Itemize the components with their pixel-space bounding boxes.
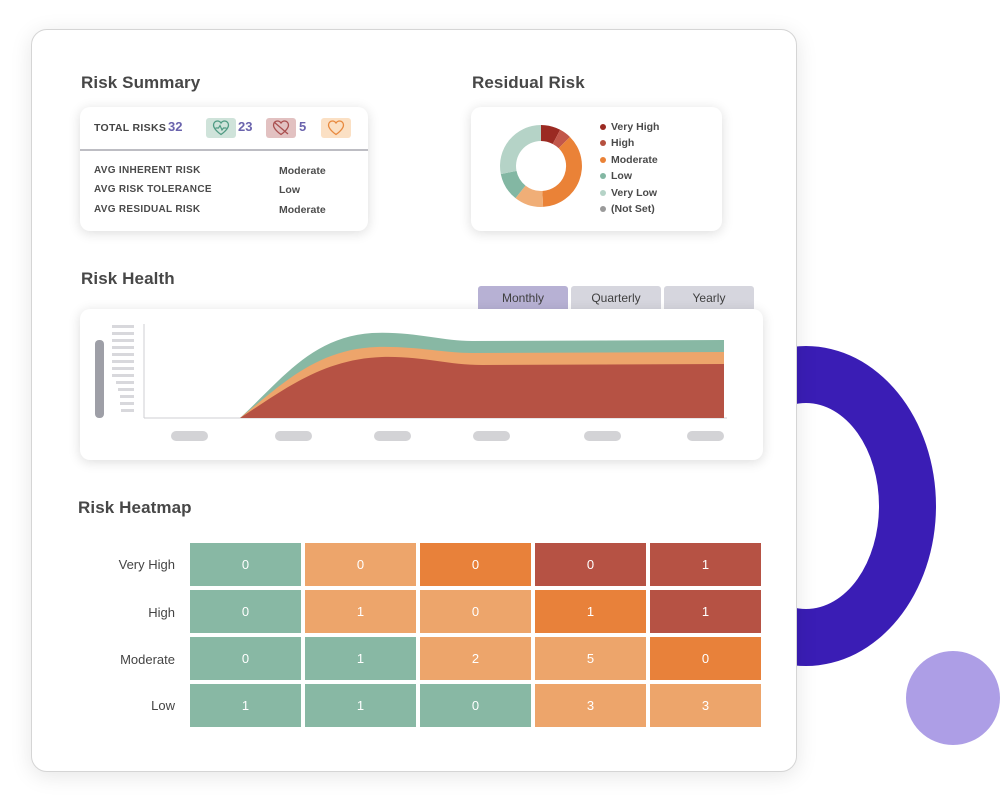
risk-health-title: Risk Health (81, 269, 175, 288)
heatmap-cell[interactable]: 0 (420, 543, 531, 586)
y-axis-scroll-indicator (95, 340, 104, 418)
tab-quarterly[interactable]: Quarterly (571, 286, 661, 309)
tab-yearly[interactable]: Yearly (664, 286, 754, 309)
heatmap-cell[interactable]: 0 (190, 590, 301, 633)
heatmap-cell[interactable]: 0 (535, 543, 646, 586)
legend-label: High (611, 137, 635, 149)
avg-residual-risk-label: AVG RESIDUAL RISK (94, 204, 201, 215)
y-tick (118, 388, 134, 391)
legend-low: Low (600, 170, 632, 182)
heatmap-cell[interactable]: 0 (190, 637, 301, 680)
tab-monthly[interactable]: Monthly (478, 286, 568, 309)
y-tick (112, 332, 134, 335)
heatmap-cell[interactable]: 1 (650, 543, 761, 586)
heatmap-cell[interactable]: 0 (650, 637, 761, 680)
heatmap-cell[interactable]: 1 (305, 684, 416, 727)
residual-risk-title: Residual Risk (472, 73, 585, 92)
legend-label: Moderate (611, 154, 658, 166)
x-tick (374, 431, 411, 441)
heatmap-cell[interactable]: 2 (420, 637, 531, 680)
heatmap-cell[interactable]: 1 (535, 590, 646, 633)
legend-label: Very High (611, 121, 660, 133)
risk-health-area-chart (143, 324, 727, 419)
decorative-dot (906, 651, 1000, 745)
legend-very-low: Very Low (600, 187, 658, 199)
heart-outline-icon (327, 120, 345, 136)
legend-label: (Not Set) (611, 203, 655, 215)
legend-label: Very Low (611, 187, 658, 199)
risk-summary-title: Risk Summary (81, 73, 201, 92)
legend-label: Low (611, 170, 632, 182)
y-tick (112, 353, 134, 356)
healthy-badge[interactable] (206, 118, 236, 138)
y-tick (112, 339, 134, 342)
legend-very-high: Very High (600, 121, 660, 133)
avg-residual-risk-value: Moderate (279, 204, 326, 216)
unset-badge[interactable] (321, 118, 351, 138)
legend-dot (600, 190, 606, 196)
y-tick (112, 360, 134, 363)
heatmap-row-label-high: High (148, 605, 175, 620)
y-tick (116, 381, 134, 384)
y-tick (112, 325, 134, 328)
legend-dot (600, 173, 606, 179)
legend-dot (600, 124, 606, 130)
heart-check-icon (212, 120, 230, 136)
unhealthy-badge[interactable] (266, 118, 296, 138)
heatmap-row-label-very-high: Very High (118, 557, 175, 572)
heatmap-cell[interactable]: 0 (420, 684, 531, 727)
area-high (240, 356, 724, 418)
avg-risk-tolerance-label: AVG RISK TOLERANCE (94, 184, 212, 195)
x-tick (584, 431, 621, 441)
x-tick (687, 431, 724, 441)
legend-high: High (600, 137, 635, 149)
legend-dot (600, 157, 606, 163)
y-tick (121, 409, 134, 412)
total-risks-value: 32 (168, 119, 183, 134)
risk-summary-card: TOTAL RISKS 32 23 5 AVG INHERENT RISK Mo… (80, 107, 368, 231)
unhealthy-count: 5 (299, 119, 307, 134)
heatmap-cell[interactable]: 1 (305, 637, 416, 680)
avg-risk-tolerance-value: Low (279, 184, 300, 196)
heatmap-cell[interactable]: 1 (650, 590, 761, 633)
heatmap-cell[interactable]: 5 (535, 637, 646, 680)
healthy-count: 23 (238, 119, 253, 134)
heatmap-row-label-moderate: Moderate (120, 652, 175, 667)
x-tick (275, 431, 312, 441)
heatmap-row-label-low: Low (151, 698, 175, 713)
residual-risk-donut (499, 125, 582, 207)
legend-dot (600, 140, 606, 146)
x-tick (171, 431, 208, 441)
heatmap-cell[interactable]: 3 (535, 684, 646, 727)
residual-risk-card: Very High High Moderate Low Very Low (No… (471, 107, 722, 231)
heatmap-cell[interactable]: 3 (650, 684, 761, 727)
y-tick (120, 395, 134, 398)
heatmap-cell[interactable]: 1 (190, 684, 301, 727)
y-tick (112, 374, 134, 377)
y-tick (112, 346, 134, 349)
avg-inherent-risk-label: AVG INHERENT RISK (94, 165, 201, 176)
avg-inherent-risk-value: Moderate (279, 165, 326, 177)
y-tick (120, 402, 134, 405)
risk-heatmap-title: Risk Heatmap (78, 498, 192, 517)
risk-health-card (80, 309, 763, 460)
heart-broken-icon (272, 120, 290, 136)
heatmap-cell[interactable]: 0 (190, 543, 301, 586)
y-tick (112, 367, 134, 370)
total-risks-label: TOTAL RISKS (94, 122, 167, 134)
total-risks-bar: TOTAL RISKS 32 23 5 (80, 107, 368, 151)
x-tick (473, 431, 510, 441)
heatmap-cell[interactable]: 0 (420, 590, 531, 633)
legend-moderate: Moderate (600, 154, 658, 166)
legend-dot (600, 206, 606, 212)
legend-not-set: (Not Set) (600, 203, 655, 215)
heatmap-cell[interactable]: 0 (305, 543, 416, 586)
heatmap-cell[interactable]: 1 (305, 590, 416, 633)
